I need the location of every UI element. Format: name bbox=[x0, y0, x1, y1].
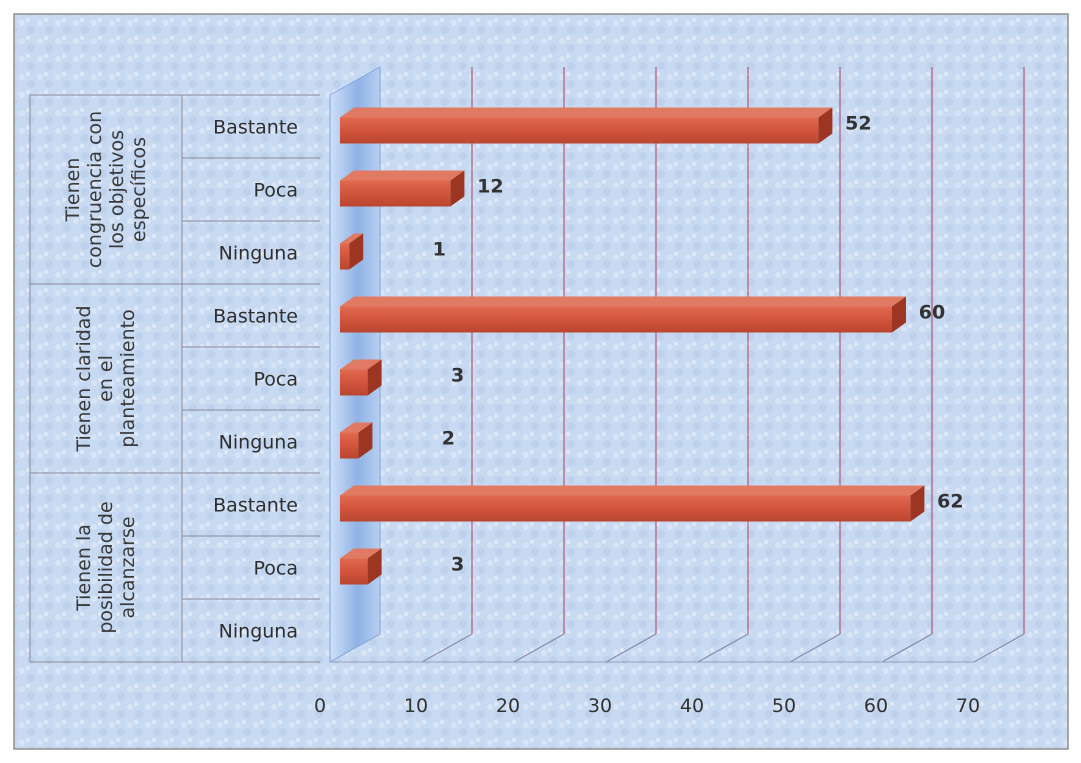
category-label: Poca bbox=[254, 180, 299, 202]
group-label: Tienen claridaden elplanteamiento bbox=[73, 305, 139, 452]
bar-top bbox=[340, 359, 382, 370]
category-label: Bastante bbox=[213, 306, 298, 328]
data-label: 2 bbox=[442, 428, 455, 450]
data-label: 3 bbox=[451, 365, 464, 387]
tick-label: 40 bbox=[680, 695, 704, 717]
group-label: Tienencongruencia conlos objetivosespecí… bbox=[62, 111, 150, 268]
floor-gridline bbox=[697, 633, 749, 663]
bar-front bbox=[340, 180, 451, 207]
bar-top bbox=[340, 296, 906, 307]
bar-top bbox=[340, 233, 364, 244]
tick-label: 70 bbox=[956, 695, 980, 717]
bar bbox=[340, 485, 925, 522]
floor-gridline bbox=[789, 633, 841, 663]
chart-border bbox=[13, 13, 1069, 750]
category-label: Ninguna bbox=[219, 432, 298, 454]
bar-top bbox=[340, 170, 465, 181]
bar bbox=[340, 359, 382, 396]
bar bbox=[340, 107, 833, 144]
bar-top bbox=[340, 107, 833, 118]
bar-top bbox=[340, 548, 382, 559]
bar-front bbox=[340, 369, 368, 396]
group-label: Tienen laposibilidad dealcanzarse bbox=[73, 501, 139, 633]
bar-front bbox=[340, 306, 892, 333]
data-label: 62 bbox=[937, 491, 963, 513]
bar-front bbox=[340, 495, 911, 522]
bar bbox=[340, 170, 465, 207]
bar-top bbox=[340, 422, 373, 433]
bar-front bbox=[340, 432, 359, 459]
bar-side bbox=[818, 107, 833, 144]
floor-gridline bbox=[881, 633, 933, 663]
category-label: Ninguna bbox=[219, 621, 298, 643]
floor-gridline bbox=[421, 633, 473, 663]
bar-top bbox=[340, 485, 925, 496]
tick-label: 50 bbox=[772, 695, 796, 717]
bar-side bbox=[349, 233, 364, 270]
tick-label: 60 bbox=[864, 695, 888, 717]
data-label: 52 bbox=[845, 113, 871, 135]
bar-side bbox=[358, 422, 373, 459]
category-label: Ninguna bbox=[219, 243, 298, 265]
category-label: Bastante bbox=[213, 495, 298, 517]
category-label: Bastante bbox=[213, 117, 298, 139]
category-label: Poca bbox=[254, 558, 299, 580]
floor-gridline bbox=[973, 633, 1025, 663]
bar-front bbox=[340, 117, 819, 144]
bar-side bbox=[910, 485, 925, 522]
floor-gridline bbox=[513, 633, 565, 663]
data-label: 1 bbox=[433, 239, 446, 261]
bar bbox=[340, 233, 364, 270]
bar-side bbox=[367, 359, 382, 396]
tick-label: 0 bbox=[314, 695, 326, 717]
data-label: 3 bbox=[451, 554, 464, 576]
data-label: 60 bbox=[919, 302, 945, 324]
bar-front bbox=[340, 558, 368, 585]
bar bbox=[340, 296, 906, 333]
category-label: Poca bbox=[254, 369, 299, 391]
bar-side bbox=[892, 296, 906, 333]
tick-label: 30 bbox=[588, 695, 612, 717]
floor-gridline bbox=[605, 633, 657, 663]
bar-front bbox=[340, 243, 350, 270]
data-label: 12 bbox=[477, 176, 503, 198]
bar bbox=[340, 548, 382, 585]
bar-side bbox=[367, 548, 382, 585]
tick-label: 20 bbox=[496, 695, 520, 717]
bar bbox=[340, 422, 373, 459]
bar-side bbox=[450, 170, 465, 207]
tick-label: 10 bbox=[404, 695, 428, 717]
